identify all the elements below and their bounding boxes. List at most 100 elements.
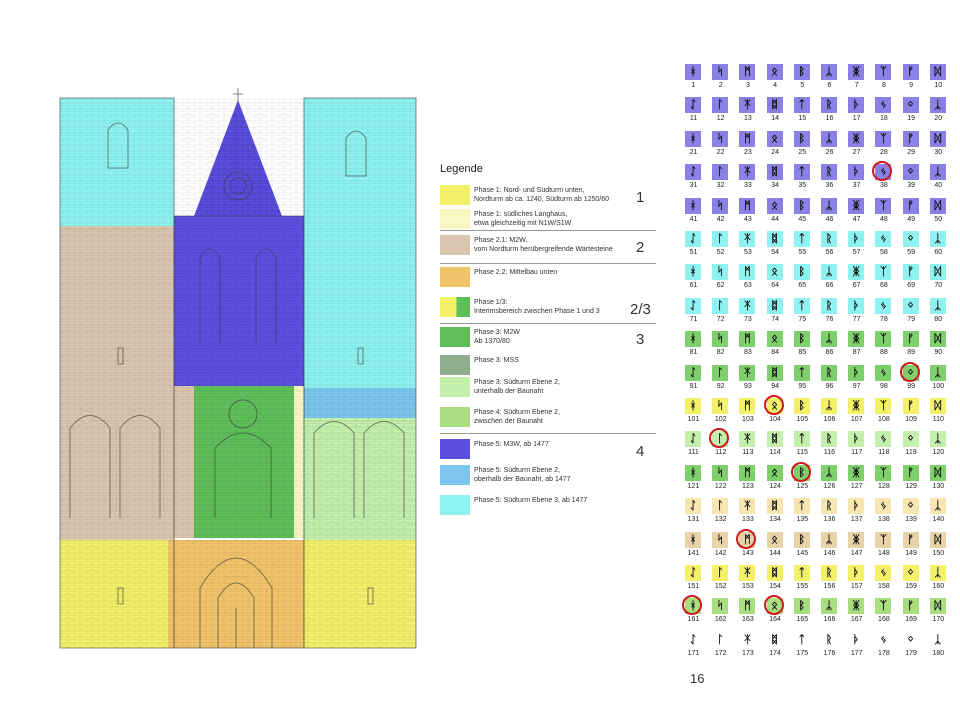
legend: Legende Phase 1: Nord- und Südturm unten… — [440, 163, 658, 533]
mason-mark-tile: ᚠ — [902, 464, 919, 481]
mason-mark-tile: ᛟ — [766, 197, 783, 214]
mason-mark-cell: ᚼ 21 — [680, 129, 707, 159]
mason-mark-number: 69 — [907, 282, 915, 290]
mason-mark-glyph: ᛋ — [716, 465, 724, 479]
mason-mark-cell: ᛋ 22 — [707, 129, 734, 159]
mason-mark-cell: ᛒ 125 — [789, 461, 816, 493]
mason-mark-number: 6 — [827, 82, 832, 89]
legend-swatch — [440, 209, 470, 229]
mason-mark-number: 46 — [825, 215, 834, 223]
mason-mark-number: 171 — [687, 649, 700, 657]
mason-mark-tile: ᛃ — [875, 498, 892, 515]
mason-mark-glyph: ᛉ — [880, 265, 887, 279]
mason-mark-tile: ᛡ — [739, 364, 756, 381]
mason-mark-number: 123 — [742, 482, 754, 490]
mason-mark-cell: ᛉ 108 — [870, 396, 897, 426]
mason-mark-glyph: ᚱ — [825, 632, 833, 646]
mason-mark-tile: ᛟ — [766, 264, 783, 281]
mason-mark-cell: ᛞ 170 — [925, 596, 952, 626]
mason-mark-number: 76 — [825, 315, 834, 323]
mason-mark-number: 11 — [689, 115, 698, 123]
mason-mark-cell: ᚼ 161 — [680, 595, 707, 626]
mason-mark-glyph: ᛟ — [771, 131, 778, 145]
mason-mark-cell: ᛗ 143 — [734, 528, 761, 560]
mason-mark-cell: ᛇ 31 — [680, 162, 707, 192]
mason-mark-tile: ᛣ — [929, 565, 946, 581]
mason-mark-tile: ᚠ — [902, 197, 919, 214]
mason-mark-glyph: ᛒ — [798, 399, 806, 412]
mason-mark-glyph: ᛗ — [744, 465, 751, 479]
mason-mark-cell: ᛚ 172 — [707, 630, 734, 660]
mason-mark-tile: ᛜ — [902, 631, 919, 648]
mason-mark-glyph: ᛞ — [934, 265, 942, 279]
mason-mark-number: 86 — [825, 349, 834, 357]
legend-swatch — [440, 355, 470, 375]
mason-mark-glyph: ᛡ — [744, 632, 751, 646]
mason-mark-cell: ᛃ 158 — [870, 563, 897, 593]
mason-mark-tile: ᛞ — [929, 398, 946, 414]
mason-mark-tile: ᛦ — [821, 264, 837, 281]
mason-mark-number: 117 — [851, 449, 863, 457]
mason-mark-tile: ᛤ — [848, 398, 865, 414]
mason-mark-tile: ᛉ — [875, 598, 892, 615]
highlight-ring — [682, 595, 702, 616]
legend-label: Phase 2.2: Mittelbau unten — [474, 269, 558, 276]
mason-mark-number: 150 — [932, 549, 945, 557]
mason-mark-cell: ᚠ 129 — [898, 463, 925, 493]
mason-mark-tile: ᛋ — [712, 464, 729, 481]
mason-mark-glyph: ᛃ — [880, 365, 887, 379]
mason-mark-cell: ᛦ 66 — [816, 262, 843, 292]
mason-mark-cell: ᛜ 39 — [898, 162, 925, 192]
mason-mark-glyph: ᚱ — [825, 232, 833, 245]
mason-mark-glyph: ᛥ — [771, 232, 778, 245]
legend-item: Phase 2.2: Mittelbau unten — [440, 267, 658, 289]
mason-mark-number: 48 — [879, 215, 888, 223]
mason-mark-cell: ᛦ 46 — [816, 196, 843, 226]
mason-mark-tile: ᛏ — [793, 97, 810, 114]
legend-label: Phase 5: Südturm Ebene 2, oberhalb der B… — [474, 467, 571, 483]
mason-mark-number: 30 — [934, 148, 943, 156]
legend-phase-group-number: 3 — [636, 331, 645, 348]
mason-mark-number: 54 — [771, 249, 779, 256]
mason-mark-number: 110 — [932, 416, 944, 423]
mason-mark-glyph: ᛣ — [934, 632, 942, 646]
mason-mark-number: 20 — [934, 115, 943, 123]
mason-mark-cell: ᛣ 140 — [925, 496, 952, 526]
mason-mark-glyph: ᛦ — [825, 332, 833, 346]
mason-mark-number: 116 — [823, 449, 836, 457]
mason-mark-tile: ᚦ — [848, 498, 865, 515]
mason-mark-tile: ᚼ — [685, 464, 701, 481]
mason-mark-glyph: ᛤ — [852, 131, 860, 145]
mason-mark-glyph: ᚠ — [907, 465, 914, 479]
mason-mark-glyph: ᚠ — [907, 399, 914, 412]
mason-mark-tile: ᛥ — [766, 498, 783, 515]
mason-mark-cell: ᛣ 180 — [925, 630, 952, 660]
legend-item: Phase 1/3: Interimsbereich zwischen Phas… — [440, 297, 658, 319]
highlight-ring — [790, 461, 811, 482]
mason-mark-cell: ᛏ 155 — [789, 563, 816, 593]
mason-mark-cell: ᛜ 79 — [898, 296, 925, 326]
mason-mark-glyph: ᚦ — [852, 98, 860, 112]
mason-mark-number: 24 — [771, 148, 779, 156]
legend-label: Phase 3: MSS — [474, 357, 519, 364]
legend-item: Phase 4: Südturm Ebene 2, zwischen der B… — [440, 407, 658, 429]
mason-mark-tile: ᛉ — [875, 264, 892, 281]
mason-mark-tile: ᛃ — [875, 631, 892, 648]
mason-mark-glyph: ᛃ — [880, 432, 887, 446]
mason-mark-cell: ᛚ 132 — [707, 496, 734, 526]
mason-mark-number: 129 — [905, 482, 917, 490]
mason-mark-number: 101 — [687, 416, 700, 423]
mason-mark-cell: ᛜ 59 — [898, 229, 925, 259]
mason-mark-tile: ᛦ — [821, 464, 837, 481]
mason-mark-tile: ᚦ — [848, 565, 865, 581]
mason-mark-number: 21 — [689, 148, 698, 156]
mason-mark-cell: ᛃ 78 — [870, 296, 897, 326]
mason-mark-number: 9 — [909, 82, 914, 89]
mason-mark-cell: ᛟ 24 — [762, 129, 789, 159]
mason-mark-glyph: ᛉ — [880, 332, 887, 346]
mason-mark-number: 91 — [689, 382, 698, 390]
mason-mark-cell: ᛏ 175 — [789, 630, 816, 660]
slide-page-number: 16 — [690, 671, 705, 686]
mason-mark-glyph: ᛜ — [907, 632, 914, 646]
